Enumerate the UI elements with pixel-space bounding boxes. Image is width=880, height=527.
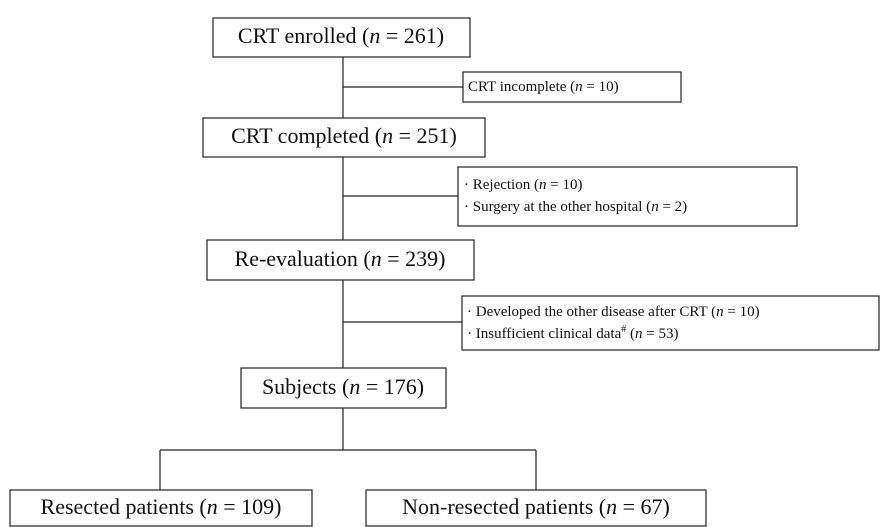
exclusion-box bbox=[462, 71, 682, 103]
node-box bbox=[365, 489, 707, 527]
node-box bbox=[212, 17, 471, 58]
exclusion-box bbox=[457, 166, 798, 227]
node-label: Subjects (n = 176) bbox=[262, 374, 424, 399]
node-label: Resected patients (n = 109) bbox=[41, 494, 282, 519]
node-box bbox=[206, 239, 475, 281]
exclusion-text: · Surgery at the other hospital (n = 2) bbox=[464, 199, 687, 215]
node-box bbox=[240, 367, 447, 409]
node-label: CRT completed (n = 251) bbox=[231, 123, 457, 148]
node-box bbox=[9, 489, 313, 527]
exclusion-text: CRT incomplete (n = 10) bbox=[468, 79, 619, 95]
exclusion-text: · Rejection (n = 10) bbox=[464, 177, 582, 193]
node-box bbox=[202, 117, 486, 158]
node-label: CRT enrolled (n = 261) bbox=[238, 23, 444, 48]
node-label: Non-resected patients (n = 67) bbox=[402, 494, 670, 519]
exclusion-box bbox=[461, 295, 880, 351]
exclusion-text: · Developed the other disease after CRT … bbox=[467, 304, 760, 320]
exclusion-text: · Insufficient clinical data# (n = 53) bbox=[467, 324, 678, 343]
node-label: Re-evaluation (n = 239) bbox=[235, 246, 446, 271]
connectors bbox=[159, 57, 537, 490]
